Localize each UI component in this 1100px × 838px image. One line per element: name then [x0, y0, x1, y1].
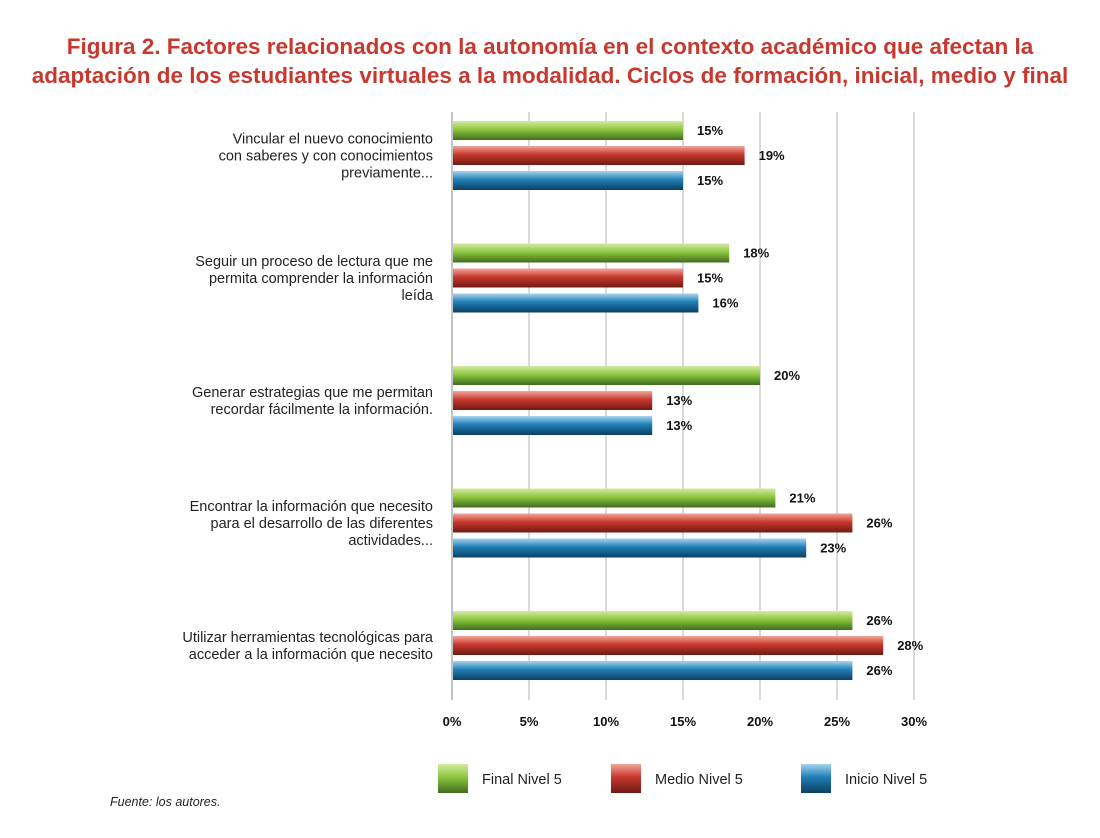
legend-swatch: [438, 764, 468, 793]
data-label: 18%: [743, 246, 769, 261]
data-label: 20%: [774, 368, 800, 383]
bar: [453, 488, 776, 508]
source-note: Fuente: los autores.: [110, 795, 221, 809]
category-label: Generar estrategias que me permitan recor…: [192, 385, 433, 418]
bar: [453, 416, 653, 435]
legend-label: Inicio Nivel 5: [845, 772, 927, 788]
data-label: 15%: [697, 271, 723, 286]
data-label: 19%: [759, 148, 785, 163]
category-label-line: leída: [402, 288, 434, 304]
data-label: 26%: [866, 613, 892, 628]
bar: [453, 661, 853, 680]
data-label: 23%: [820, 541, 846, 556]
bar: [453, 268, 683, 288]
bar: [453, 391, 653, 410]
chart-title-line-1: Figura 2. Factores relacionados con la a…: [66, 34, 1034, 59]
bar: [453, 146, 745, 165]
legend-swatch: [801, 764, 831, 793]
category-label: Seguir un proceso de lectura que me permi…: [195, 254, 434, 304]
data-label: 15%: [697, 173, 723, 188]
category-label-line: para el desarrollo de las diferentes: [211, 516, 433, 532]
x-tick-label: 10%: [593, 714, 619, 729]
x-tick-label: 15%: [670, 714, 696, 729]
x-tick-label: 0%: [443, 714, 462, 729]
category-label-line: permita comprender la información: [209, 271, 433, 287]
chart-title: Figura 2. Factores relacionados con la a…: [0, 32, 1100, 90]
legend-swatch: [611, 764, 641, 793]
category-label-line: Vincular el nuevo conocimiento: [233, 132, 433, 148]
category-label-line: Seguir un proceso de lectura que me: [195, 254, 433, 270]
bar: [453, 366, 760, 385]
bar: [453, 538, 807, 558]
category-label-line: acceder a la información que necesito: [189, 647, 433, 663]
x-tick-label: 20%: [747, 714, 773, 729]
category-label: Vincular el nuevo conocimiento con sabere…: [219, 132, 433, 182]
bar: [453, 513, 853, 533]
chart-title-line-2: adaptación de los estudiantes virtuales …: [31, 63, 1069, 88]
data-label: 26%: [866, 516, 892, 531]
x-tick-label: 25%: [824, 714, 850, 729]
category-label-line: Encontrar la información que necesito: [190, 499, 433, 515]
legend-label: Final Nivel 5: [482, 772, 562, 788]
data-label: 21%: [789, 491, 815, 506]
bar: [453, 121, 683, 140]
bar: [453, 611, 853, 630]
data-label: 16%: [712, 296, 738, 311]
x-tick-label: 30%: [901, 714, 927, 729]
bar: [453, 636, 884, 655]
bar: [453, 243, 730, 263]
bar: [453, 171, 683, 190]
data-label: 26%: [866, 663, 892, 678]
data-label: 28%: [897, 638, 923, 653]
data-label: 13%: [666, 393, 692, 408]
legend-label: Medio Nivel 5: [655, 772, 743, 788]
category-label-line: con saberes y con conocimientos: [219, 149, 433, 165]
category-label: Utilizar herramientas tecnológicas para a…: [182, 630, 434, 663]
category-label: Encontrar la información que necesito par…: [190, 499, 433, 549]
bar: [453, 293, 699, 313]
category-label-line: actividades...: [348, 533, 433, 549]
category-label-line: recordar fácilmente la información.: [211, 402, 433, 418]
data-label: 15%: [697, 123, 723, 138]
category-label-line: Utilizar herramientas tecnológicas para: [182, 630, 434, 646]
category-label-line: previamente...: [341, 166, 433, 182]
category-label-line: Generar estrategias que me permitan: [192, 385, 433, 401]
data-label: 13%: [666, 418, 692, 433]
x-tick-label: 5%: [520, 714, 539, 729]
